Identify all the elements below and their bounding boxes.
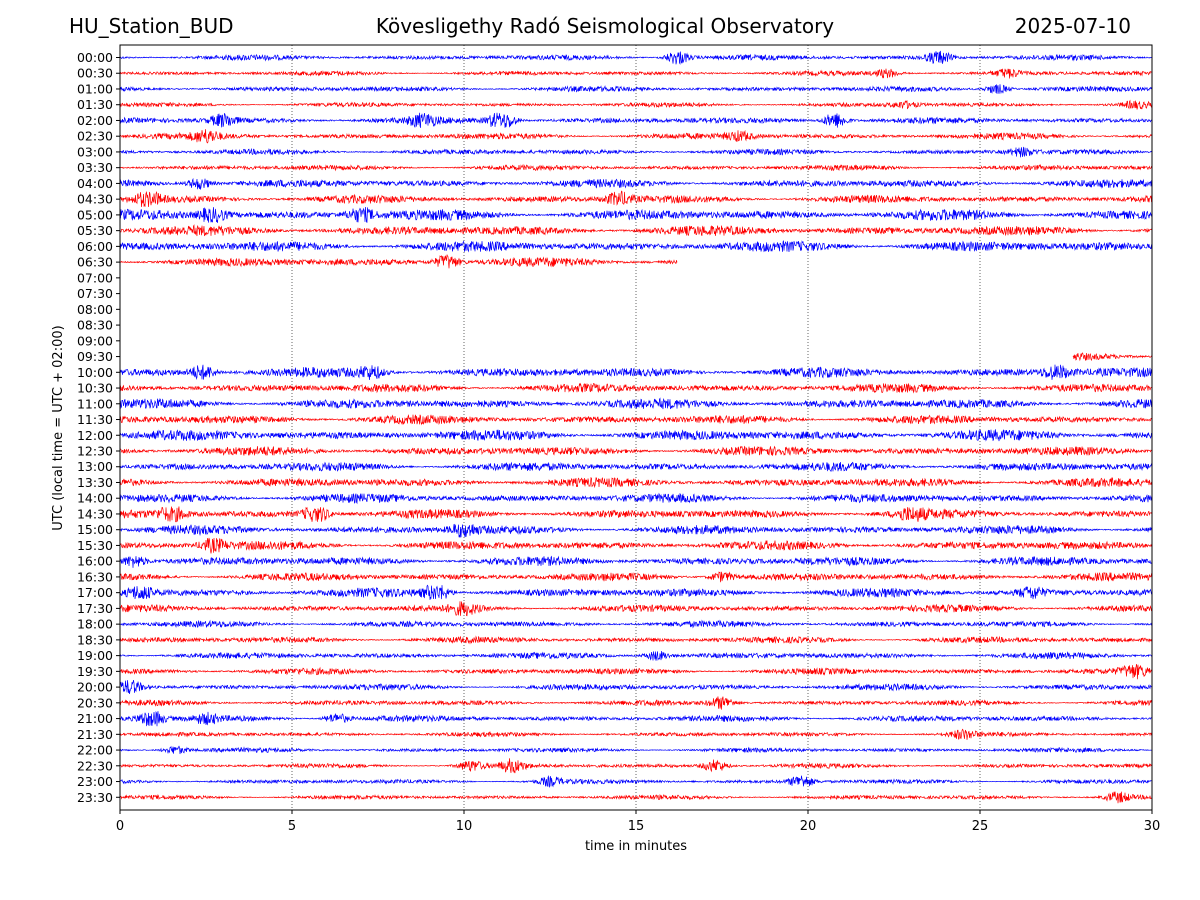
y-tick-label: 12:00 xyxy=(77,428,113,443)
y-tick-label: 09:30 xyxy=(77,349,113,364)
y-tick-label: 07:00 xyxy=(77,270,113,285)
y-tick-label: 10:30 xyxy=(77,381,113,396)
x-axis-label: time in minutes xyxy=(585,839,687,854)
trace-2200 xyxy=(119,745,1153,755)
y-tick-label: 13:00 xyxy=(77,459,113,474)
y-tick-label: 03:00 xyxy=(77,144,113,159)
gridlines xyxy=(291,45,981,810)
trace-0200 xyxy=(119,112,1153,128)
y-tick-label: 00:00 xyxy=(77,50,113,65)
y-tick-label: 18:00 xyxy=(77,617,113,632)
trace-0630 xyxy=(119,254,678,269)
y-tick-label: 01:30 xyxy=(77,97,113,112)
trace-1330 xyxy=(119,476,1153,489)
trace-2330 xyxy=(119,791,1153,804)
y-tick-label: 04:00 xyxy=(77,176,113,191)
y-tick-label: 21:00 xyxy=(77,711,113,726)
y-axis-label: UTC (local time = UTC + 02:00) xyxy=(51,325,66,530)
trace-0500 xyxy=(119,206,1153,223)
y-tick-label: 11:00 xyxy=(77,396,113,411)
y-tick-label: 02:30 xyxy=(77,129,113,144)
trace-1800 xyxy=(119,619,1153,629)
y-tick-label: 08:30 xyxy=(77,318,113,333)
y-tick-label: 03:30 xyxy=(77,160,113,175)
y-tick-label: 05:30 xyxy=(77,223,113,238)
y-tick-label: 01:00 xyxy=(77,81,113,96)
x-tick-label: 25 xyxy=(972,819,989,834)
y-tick-label: 10:00 xyxy=(77,365,113,380)
y-tick-label: 23:30 xyxy=(77,790,113,805)
x-tick-label: 15 xyxy=(628,819,645,834)
y-tick-label: 00:30 xyxy=(77,66,113,81)
trace-2030 xyxy=(119,696,1153,710)
y-tick-label: 09:00 xyxy=(77,333,113,348)
trace-2300 xyxy=(119,775,1153,788)
y-tick-label: 16:30 xyxy=(77,569,113,584)
x-tick-label: 30 xyxy=(1144,819,1161,834)
x-axis: 0 5 10 15 20 25 30 xyxy=(116,810,1160,834)
y-tick-label: 14:30 xyxy=(77,506,113,521)
trace-1900 xyxy=(119,650,1153,661)
y-tick-label: 22:00 xyxy=(77,743,113,758)
y-tick-label: 07:30 xyxy=(77,286,113,301)
x-tick-label: 10 xyxy=(456,819,473,834)
y-tick-label: 19:00 xyxy=(77,648,113,663)
trace-1300 xyxy=(119,461,1153,473)
trace-1100 xyxy=(119,397,1153,410)
trace-1400 xyxy=(119,492,1153,505)
y-tick-label: 14:00 xyxy=(77,491,113,506)
y-tick-label: 18:30 xyxy=(77,632,113,647)
y-tick-label: 05:00 xyxy=(77,207,113,222)
y-tick-label: 11:30 xyxy=(77,412,113,427)
trace-0030 xyxy=(119,68,1153,79)
chart-date: 2025-07-10 xyxy=(1014,14,1131,38)
y-tick-label: 17:00 xyxy=(77,585,113,600)
y-tick-label: 15:30 xyxy=(77,538,113,553)
x-tick-label: 5 xyxy=(288,819,296,834)
trace-0300 xyxy=(119,146,1153,158)
y-tick-label: 16:00 xyxy=(77,554,113,569)
y-tick-label: 06:00 xyxy=(77,239,113,254)
trace-0930 xyxy=(1072,352,1153,362)
x-tick-label: 20 xyxy=(800,819,817,834)
y-tick-label: 12:30 xyxy=(77,444,113,459)
trace-0100 xyxy=(119,84,1153,95)
y-tick-label: 17:30 xyxy=(77,601,113,616)
trace-1130 xyxy=(119,414,1153,426)
y-axis: 00:0000:3001:0001:3002:0002:3003:0003:30… xyxy=(77,50,120,805)
y-tick-label: 22:30 xyxy=(77,758,113,773)
y-tick-label: 15:00 xyxy=(77,522,113,537)
y-tick-label: 20:30 xyxy=(77,695,113,710)
y-tick-label: 23:00 xyxy=(77,774,113,789)
y-tick-label: 19:30 xyxy=(77,664,113,679)
y-tick-label: 06:30 xyxy=(77,255,113,270)
y-tick-label: 02:00 xyxy=(77,113,113,128)
x-tick-label: 0 xyxy=(116,819,124,834)
y-tick-label: 04:30 xyxy=(77,192,113,207)
y-tick-label: 21:30 xyxy=(77,727,113,742)
trace-0400 xyxy=(119,177,1153,190)
trace-1500 xyxy=(119,523,1153,538)
chart-title: Kövesligethy Radó Seismological Observat… xyxy=(375,14,835,38)
y-tick-label: 20:00 xyxy=(77,680,113,695)
station-name: HU_Station_BUD xyxy=(69,14,234,38)
y-tick-label: 08:00 xyxy=(77,302,113,317)
y-tick-label: 13:30 xyxy=(77,475,113,490)
